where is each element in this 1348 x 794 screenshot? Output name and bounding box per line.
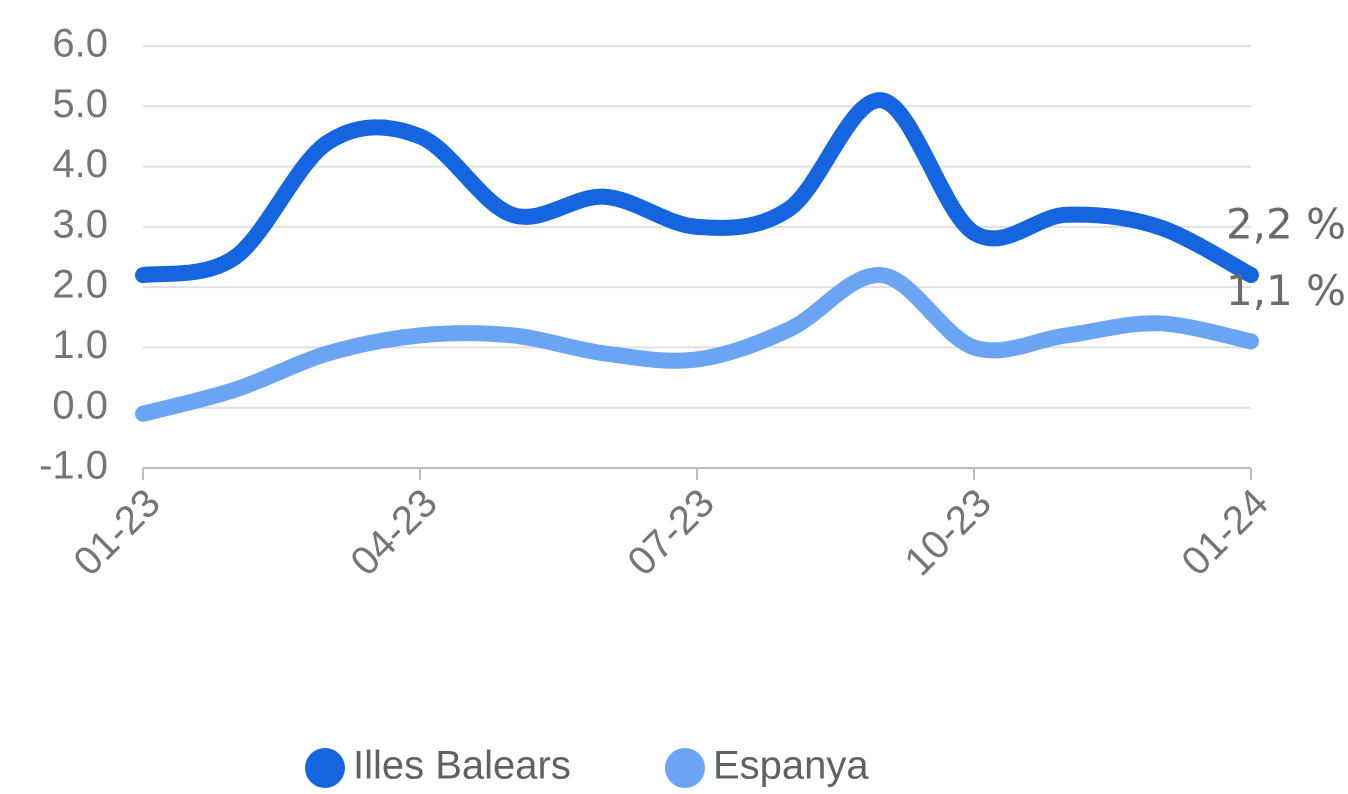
y-tick-label: 3.0 bbox=[52, 202, 108, 246]
x-tick-label: 04-23 bbox=[342, 481, 445, 584]
series-line bbox=[135, 267, 1259, 422]
y-tick-label: 0.0 bbox=[52, 383, 108, 427]
legend-swatch bbox=[665, 748, 705, 788]
legend-swatch bbox=[305, 748, 345, 788]
x-tick-label: 10-23 bbox=[896, 481, 999, 584]
x-tick-label: 01-23 bbox=[65, 481, 168, 584]
y-tick-label: 2.0 bbox=[52, 263, 108, 307]
y-tick-label: 4.0 bbox=[52, 142, 108, 186]
series-line bbox=[135, 92, 1259, 284]
legend-label: Espanya bbox=[713, 744, 869, 788]
y-tick-label: 6.0 bbox=[52, 22, 108, 66]
end-label: 2,2 % bbox=[1226, 200, 1346, 249]
legend-label: Illes Balears bbox=[353, 744, 571, 788]
x-tick-label: 01-24 bbox=[1173, 481, 1276, 584]
y-tick-label: 5.0 bbox=[52, 82, 108, 126]
y-tick-label: 1.0 bbox=[52, 323, 108, 367]
x-tick-label: 07-23 bbox=[619, 481, 722, 584]
y-tick-label: -1.0 bbox=[39, 444, 108, 488]
end-label: 1,1 % bbox=[1226, 266, 1346, 315]
